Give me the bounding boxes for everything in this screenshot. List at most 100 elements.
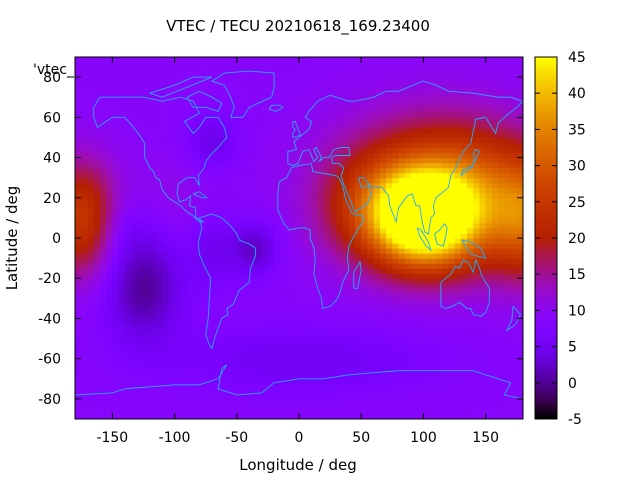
- heatmap-cell: [485, 172, 493, 179]
- heatmap-cell: [255, 92, 263, 98]
- heatmap-cell: [473, 87, 481, 93]
- heatmap-cell: [286, 358, 294, 365]
- heatmap-cell: [187, 232, 194, 239]
- heatmap-cell: [267, 192, 275, 199]
- heatmap-cell: [249, 343, 257, 350]
- heatmap-cell: [87, 212, 95, 219]
- heatmap-cell: [342, 258, 350, 264]
- heatmap-cell: [411, 413, 418, 419]
- heatmap-cell: [299, 82, 306, 88]
- heatmap-cell: [473, 333, 481, 340]
- heatmap-cell: [230, 403, 238, 410]
- heatmap-cell: [155, 82, 163, 88]
- heatmap-cell: [118, 408, 126, 415]
- heatmap-cell: [81, 202, 89, 209]
- heatmap-cell: [218, 253, 225, 259]
- heatmap-cell: [423, 117, 431, 123]
- heatmap-cell: [99, 383, 107, 390]
- heatmap-cell: [174, 127, 182, 134]
- heatmap-cell: [199, 142, 207, 149]
- heatmap-cell: [317, 142, 325, 149]
- heatmap-cell: [292, 172, 300, 179]
- heatmap-cell: [398, 328, 406, 335]
- heatmap-cell: [143, 112, 151, 118]
- heatmap-cell: [398, 207, 406, 214]
- heatmap-cell: [336, 82, 344, 88]
- heatmap-cell: [491, 212, 499, 219]
- heatmap-cell: [448, 283, 456, 289]
- heatmap-cell: [361, 348, 369, 355]
- heatmap-cell: [516, 248, 523, 254]
- heatmap-cell: [373, 132, 381, 139]
- heatmap-cell: [373, 318, 381, 325]
- heatmap-cell: [168, 368, 176, 375]
- heatmap-cell: [510, 232, 518, 239]
- heatmap-cell: [267, 197, 275, 204]
- heatmap-cell: [224, 338, 232, 345]
- heatmap-cell: [180, 338, 188, 345]
- heatmap-cell: [131, 298, 138, 304]
- heatmap-cell: [373, 358, 381, 365]
- heatmap-cell: [454, 388, 462, 395]
- heatmap-cell: [404, 152, 412, 159]
- heatmap-cell: [467, 358, 474, 365]
- heatmap-cell: [75, 232, 82, 239]
- heatmap-cell: [460, 288, 468, 294]
- heatmap-cell: [137, 338, 145, 345]
- heatmap-cell: [510, 127, 518, 134]
- heatmap-cell: [180, 273, 188, 279]
- heatmap-cell: [361, 243, 369, 249]
- heatmap-cell: [168, 403, 176, 410]
- heatmap-cell: [485, 97, 493, 103]
- heatmap-cell: [454, 363, 462, 370]
- heatmap-cell: [479, 408, 487, 415]
- heatmap-cell: [348, 232, 356, 239]
- heatmap-cell: [398, 127, 406, 134]
- heatmap-cell: [323, 403, 331, 410]
- heatmap-cell: [317, 137, 325, 144]
- heatmap-cell: [479, 253, 487, 259]
- heatmap-cell: [230, 408, 238, 415]
- heatmap-cell: [243, 283, 250, 289]
- heatmap-cell: [435, 353, 443, 360]
- heatmap-cell: [299, 227, 306, 234]
- heatmap-cell: [106, 142, 113, 149]
- heatmap-cell: [137, 363, 145, 370]
- heatmap-cell: [429, 177, 437, 184]
- heatmap-cell: [510, 318, 518, 325]
- heatmap-cell: [367, 393, 375, 400]
- heatmap-cell: [473, 72, 481, 78]
- heatmap-cell: [243, 172, 250, 179]
- heatmap-cell: [106, 207, 113, 214]
- heatmap-cell: [435, 358, 443, 365]
- heatmap-cell: [99, 378, 107, 385]
- heatmap-cell: [280, 222, 288, 229]
- heatmap-cell: [485, 413, 493, 419]
- heatmap-cell: [243, 378, 250, 385]
- heatmap-cell: [373, 368, 381, 375]
- heatmap-cell: [187, 112, 194, 118]
- heatmap-cell: [473, 413, 481, 419]
- heatmap-cell: [143, 67, 151, 73]
- heatmap-cell: [274, 248, 281, 254]
- heatmap-cell: [93, 227, 101, 234]
- heatmap-cell: [149, 202, 157, 209]
- heatmap-cell: [317, 72, 325, 78]
- heatmap-cell: [342, 368, 350, 375]
- heatmap-cell: [454, 207, 462, 214]
- heatmap-cell: [510, 132, 518, 139]
- heatmap-cell: [87, 313, 95, 320]
- heatmap-cell: [423, 398, 431, 405]
- heatmap-cell: [411, 207, 418, 214]
- heatmap-cell: [267, 72, 275, 78]
- heatmap-cell: [479, 273, 487, 279]
- heatmap-cell: [155, 217, 163, 224]
- heatmap-cell: [348, 363, 356, 370]
- heatmap-cell: [392, 338, 400, 345]
- heatmap-cell: [193, 353, 201, 360]
- heatmap-cell: [286, 288, 294, 294]
- heatmap-cell: [355, 378, 362, 385]
- heatmap-cell: [423, 288, 431, 294]
- heatmap-cell: [454, 162, 462, 169]
- heatmap-cell: [255, 398, 263, 405]
